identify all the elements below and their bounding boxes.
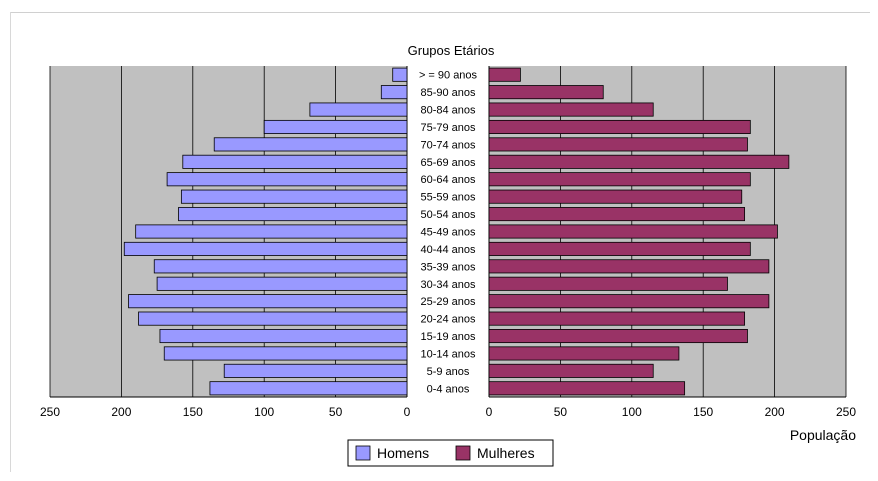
category-label: 60-64 anos xyxy=(420,174,476,186)
men-tick-label: 150 xyxy=(183,405,203,419)
men-bar xyxy=(209,381,408,396)
category-label: 40-44 anos xyxy=(420,244,476,256)
legend-swatch-men xyxy=(355,445,371,461)
left-border xyxy=(10,12,11,472)
women-bar xyxy=(488,224,778,239)
women-tick-label: 0 xyxy=(486,405,493,419)
category-label: > = 90 anos xyxy=(419,70,478,82)
women-bar xyxy=(488,85,604,100)
category-label: 85-90 anos xyxy=(420,87,476,99)
chart-title: Grupos Etários xyxy=(408,43,495,58)
men-bar xyxy=(159,329,408,344)
women-bar xyxy=(488,137,748,152)
category-label: 50-54 anos xyxy=(420,209,476,221)
category-label: 15-19 anos xyxy=(420,331,476,343)
women-bar xyxy=(488,381,686,396)
women-bar xyxy=(488,346,680,361)
category-label: 35-39 anos xyxy=(420,261,476,273)
category-labels: > = 90 anos 85-90 anos 80-84 anos 75-79 ano… xyxy=(419,70,478,396)
category-label: 10-14 anos xyxy=(420,348,476,360)
men-tick-label: 50 xyxy=(329,405,343,419)
women-panel xyxy=(488,66,847,398)
category-label: 30-34 anos xyxy=(420,279,476,291)
men-bar xyxy=(180,189,408,204)
men-bar xyxy=(263,119,408,134)
men-panel xyxy=(49,66,408,398)
women-bar xyxy=(488,311,746,326)
men-bar xyxy=(223,363,408,378)
women-bar xyxy=(488,276,728,291)
men-bar xyxy=(156,276,408,291)
men-bar xyxy=(309,102,408,117)
women-bar xyxy=(488,294,770,309)
men-bar xyxy=(138,311,408,326)
women-bar xyxy=(488,172,751,187)
category-label: 20-24 anos xyxy=(420,314,476,326)
men-tick-label: 250 xyxy=(40,405,60,419)
category-label: 75-79 anos xyxy=(420,122,476,134)
category-label: 80-84 anos xyxy=(420,105,476,117)
category-label: 0-4 anos xyxy=(427,383,470,395)
category-label: 55-59 anos xyxy=(420,192,476,204)
women-bar xyxy=(488,189,743,204)
x-axis-ticks: 250 200 150 100 50 0 0 50 100 150 200 250 xyxy=(40,405,856,419)
category-label: 65-69 anos xyxy=(420,157,476,169)
men-bar xyxy=(163,346,408,361)
men-bar xyxy=(380,85,408,100)
women-bar xyxy=(488,154,790,169)
top-border xyxy=(10,12,870,13)
women-bar xyxy=(488,102,654,117)
legend-swatch-women xyxy=(455,445,471,461)
men-bar xyxy=(178,207,408,222)
women-bar xyxy=(488,329,748,344)
women-bar xyxy=(488,67,521,82)
legend-box xyxy=(347,439,554,467)
category-label: 25-29 anos xyxy=(420,296,476,308)
women-tick-label: 250 xyxy=(836,405,856,419)
women-bar xyxy=(488,119,751,134)
category-label: 45-49 anos xyxy=(420,227,476,239)
women-tick-label: 50 xyxy=(554,405,568,419)
men-bar xyxy=(166,172,408,187)
women-bar xyxy=(488,241,751,256)
women-bar xyxy=(488,259,770,274)
category-label: 70-74 anos xyxy=(420,139,476,151)
women-tick-label: 150 xyxy=(693,405,713,419)
category-label: 5-9 anos xyxy=(427,366,470,378)
x-axis-label: População xyxy=(790,427,856,443)
men-tick-label: 100 xyxy=(254,405,274,419)
legend: Homens Mulheres xyxy=(347,439,554,467)
men-bar xyxy=(128,294,408,309)
women-tick-label: 200 xyxy=(765,405,785,419)
men-bar xyxy=(153,259,408,274)
legend-label-women: Mulheres xyxy=(477,445,535,461)
men-bar xyxy=(213,137,408,152)
men-tick-label: 200 xyxy=(111,405,131,419)
men-bar xyxy=(392,67,408,82)
men-tick-label: 0 xyxy=(404,405,411,419)
women-bar xyxy=(488,207,746,222)
men-bar xyxy=(123,241,408,256)
women-bar xyxy=(488,363,654,378)
legend-label-men: Homens xyxy=(377,445,429,461)
men-bar xyxy=(135,224,408,239)
women-tick-label: 100 xyxy=(622,405,642,419)
men-bar xyxy=(182,154,408,169)
